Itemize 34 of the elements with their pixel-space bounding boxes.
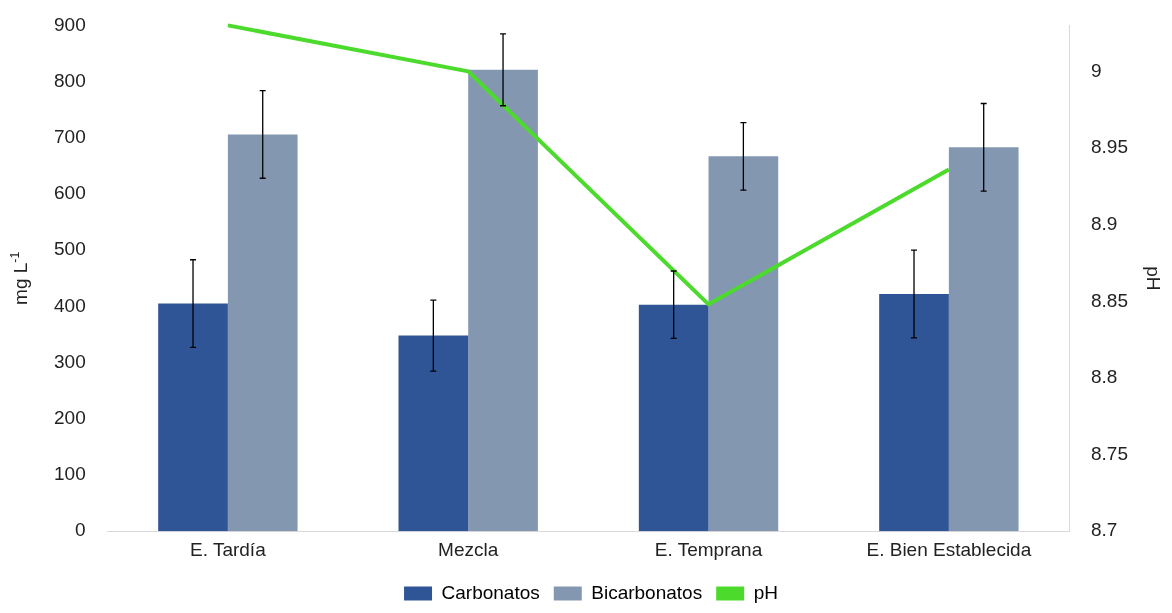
bar — [398, 335, 469, 532]
x-tick-label: E. Temprana — [654, 538, 763, 560]
bar — [158, 303, 228, 532]
y-tick-label: 500 — [54, 238, 86, 260]
y2-axis-title: pH — [1142, 266, 1164, 291]
y2-tick-label: 8.9 — [1091, 212, 1118, 234]
x-tick-label: E. Bien Establecida — [866, 538, 1032, 560]
legend-label: Carbonatos — [441, 581, 540, 603]
y2-tick-label: 8.75 — [1091, 442, 1128, 464]
x-tick-label: E. Tardía — [190, 538, 267, 560]
y-tick-label: 700 — [54, 126, 86, 148]
bar — [638, 304, 709, 532]
y-tick-label: 100 — [54, 463, 86, 485]
y-axis-title: mg L-1 — [7, 251, 32, 305]
y-tick-label: 800 — [54, 69, 86, 91]
x-tick-label: Mezcla — [438, 538, 499, 560]
bar — [948, 147, 1019, 532]
bar — [708, 156, 779, 532]
y2-tick-label: 9 — [1091, 59, 1102, 81]
y2-tick-label: 8.8 — [1091, 366, 1118, 388]
y-tick-label: 200 — [54, 407, 86, 429]
y2-tick-label: 8.95 — [1091, 136, 1128, 158]
y2-tick-label: 8.85 — [1091, 289, 1128, 311]
bar — [468, 69, 538, 532]
bar — [227, 134, 298, 532]
y-tick-label: 0 — [75, 519, 86, 541]
y-tick-label: 900 — [54, 13, 86, 35]
legend-label: pH — [753, 581, 778, 603]
bar — [879, 294, 949, 532]
y2-tick-label: 8.7 — [1091, 519, 1118, 541]
y-tick-label: 400 — [54, 294, 86, 316]
y-tick-label: 600 — [54, 182, 86, 204]
legend-label: Bicarbonatos — [591, 581, 703, 603]
y-tick-label: 300 — [54, 350, 86, 372]
